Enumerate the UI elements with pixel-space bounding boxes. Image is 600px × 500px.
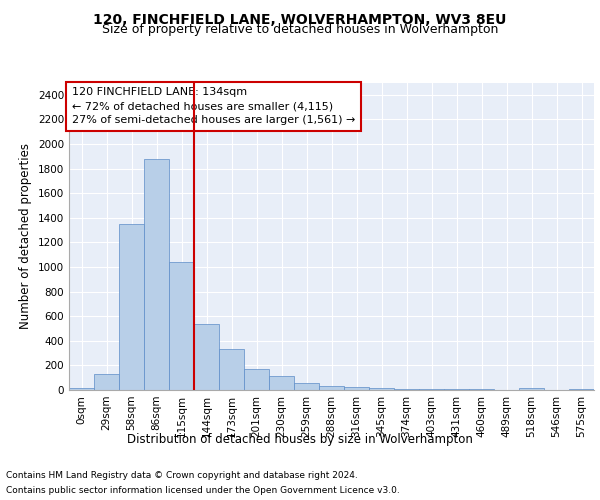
Text: Distribution of detached houses by size in Wolverhampton: Distribution of detached houses by size … <box>127 432 473 446</box>
Bar <box>269 376 294 390</box>
Bar <box>294 383 319 390</box>
Bar <box>219 350 244 390</box>
Bar <box>344 387 369 390</box>
Y-axis label: Number of detached properties: Number of detached properties <box>19 143 32 329</box>
Bar <box>569 389 594 390</box>
Text: 120, FINCHFIELD LANE, WOLVERHAMPTON, WV3 8EU: 120, FINCHFIELD LANE, WOLVERHAMPTON, WV3… <box>94 12 506 26</box>
Bar <box>69 388 94 390</box>
Text: 120 FINCHFIELD LANE: 134sqm
← 72% of detached houses are smaller (4,115)
27% of : 120 FINCHFIELD LANE: 134sqm ← 72% of det… <box>71 87 355 125</box>
Bar <box>94 374 119 390</box>
Bar <box>319 386 344 390</box>
Bar <box>519 388 544 390</box>
Bar <box>169 262 194 390</box>
Bar <box>144 159 169 390</box>
Text: Size of property relative to detached houses in Wolverhampton: Size of property relative to detached ho… <box>102 22 498 36</box>
Text: Contains HM Land Registry data © Crown copyright and database right 2024.: Contains HM Land Registry data © Crown c… <box>6 471 358 480</box>
Text: Contains public sector information licensed under the Open Government Licence v3: Contains public sector information licen… <box>6 486 400 495</box>
Bar <box>394 389 419 390</box>
Bar <box>369 388 394 390</box>
Bar <box>119 224 144 390</box>
Bar <box>194 324 219 390</box>
Bar <box>244 369 269 390</box>
